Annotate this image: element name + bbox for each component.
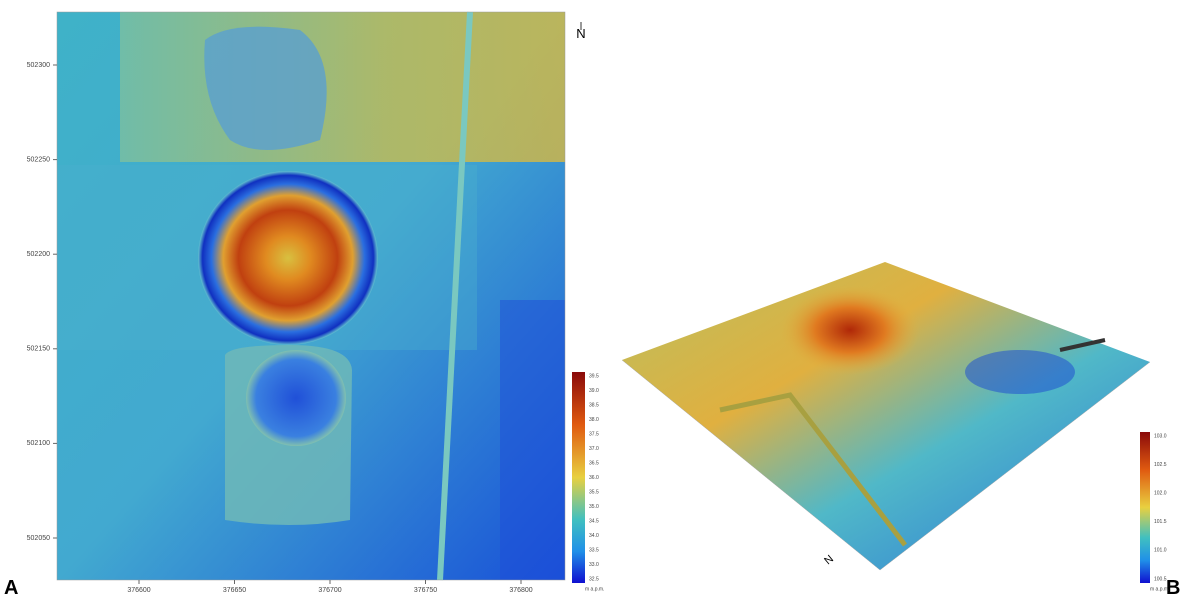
y-tick-label: 502100: [27, 440, 50, 447]
terrain-3d-b: [621, 262, 1151, 571]
y-tick-label: 502200: [27, 251, 50, 258]
x-tick-label: 376650: [223, 587, 246, 594]
legend-label: 35.0: [589, 504, 599, 510]
legend-label: 34.5: [589, 518, 599, 524]
x-tick-label: 376700: [318, 587, 341, 594]
legend-label: 100.5: [1154, 576, 1167, 582]
color-bar-a: [572, 372, 585, 583]
legend-label: 38.5: [589, 402, 599, 408]
legend-label: 33.0: [589, 562, 599, 568]
x-tick-label: 376750: [414, 587, 437, 594]
legend-label: 39.5: [589, 373, 599, 379]
legend-label: 37.5: [589, 431, 599, 437]
legend-label: 35.5: [589, 489, 599, 495]
y-tick-label: 502150: [27, 346, 50, 353]
north-arrow-b: N: [822, 553, 836, 567]
legend-label: 101.5: [1154, 519, 1167, 525]
y-tick-label: 502300: [27, 62, 50, 69]
x-tick-label: 376600: [127, 587, 150, 594]
legend-label: 102.0: [1154, 491, 1167, 497]
lidar-map-a: [56, 11, 566, 581]
y-tick-label: 502050: [27, 535, 50, 542]
legend-label: 36.5: [589, 460, 599, 466]
legend-label: 39.0: [589, 388, 599, 394]
north-arrow-a: N: [576, 26, 585, 41]
legend-label: 36.0: [589, 475, 599, 481]
legend-label: 38.0: [589, 417, 599, 423]
legend-unit: m a.p.m.: [585, 586, 604, 592]
legend-label: 34.0: [589, 533, 599, 539]
legend-label: 33.5: [589, 547, 599, 553]
legend-label: 32.5: [589, 576, 599, 582]
legend-label: 101.0: [1154, 548, 1167, 554]
color-bar-b: [1140, 432, 1150, 583]
legend-label: 102.5: [1154, 462, 1167, 468]
legend-unit: m a.p.m.: [1150, 586, 1169, 592]
y-tick-label: 502250: [27, 156, 50, 163]
legend-label: 37.0: [589, 446, 599, 452]
legend-label: 103.0: [1154, 433, 1167, 439]
x-tick-label: 376800: [509, 587, 532, 594]
panel-label: B: [1166, 577, 1180, 598]
panel-label: A: [4, 577, 18, 598]
